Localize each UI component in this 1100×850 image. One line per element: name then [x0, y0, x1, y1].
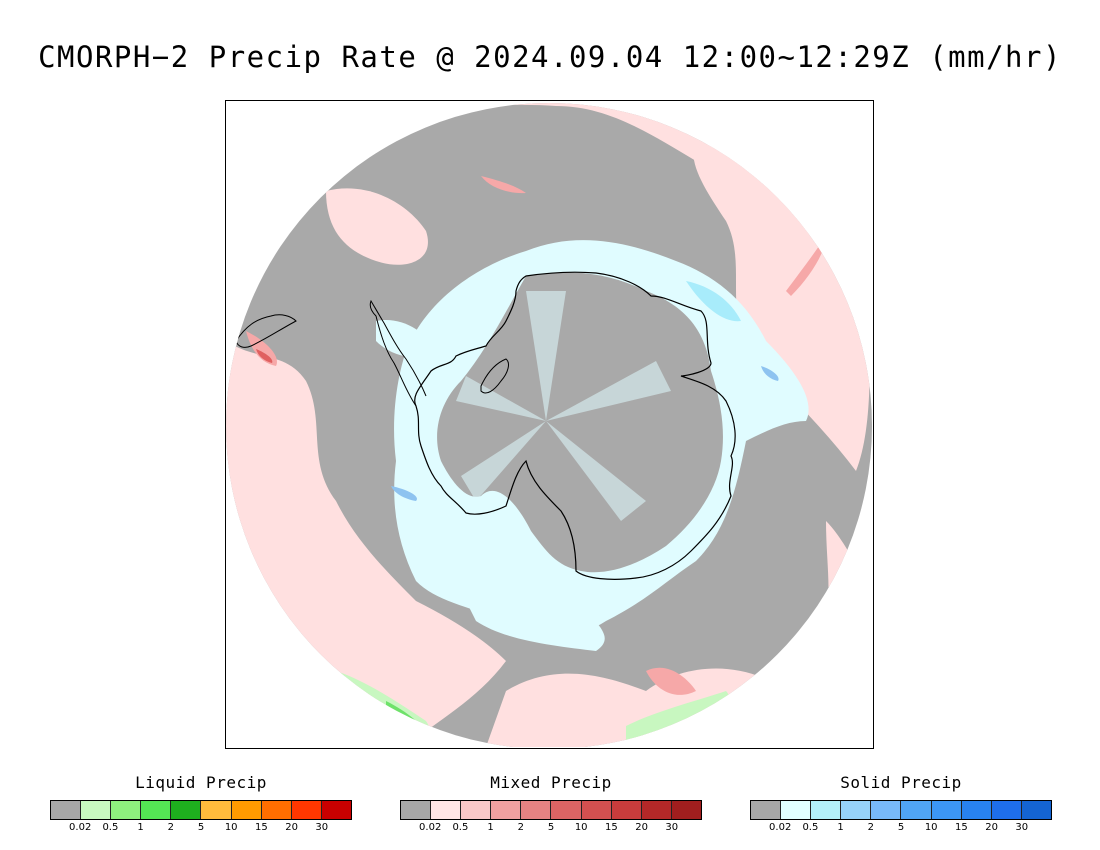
legend-liquid-precip: Liquid Precip 0.02 0.5 1 2 5 10 15 20 30 — [50, 773, 352, 843]
legend-swatch — [641, 801, 672, 819]
legend-swatch — [811, 801, 842, 819]
legend-color-bar — [750, 800, 1052, 820]
legend-swatch — [751, 801, 782, 819]
legend-tick-label: 2 — [867, 822, 874, 833]
legend-tick-label: 15 — [255, 822, 268, 833]
liquid-precip-region-3 — [626, 691, 730, 746]
legend-swatch — [401, 801, 432, 819]
legend-swatch — [171, 801, 202, 819]
legend-tick-label: 2 — [167, 822, 174, 833]
legend-tick-label: 30 — [665, 822, 679, 833]
legend-color-bar — [50, 800, 352, 820]
solid-precip-spot-west — [391, 486, 417, 501]
legend-swatch — [111, 801, 142, 819]
legend-tick-label: 5 — [197, 822, 205, 833]
legend-tick-label: 5 — [547, 822, 555, 833]
solid-precip-extension-west — [376, 320, 436, 358]
legend-title: Liquid Precip — [135, 773, 267, 792]
precip-field — [226, 103, 872, 747]
legend-swatch — [931, 801, 962, 819]
legend-tick-label: 10 — [924, 822, 938, 833]
legend-tick-label: 15 — [605, 822, 618, 833]
legend-swatch — [781, 801, 812, 819]
legend-tick-label: 20 — [285, 822, 298, 833]
mixed-precip-streak-2 — [256, 349, 273, 363]
legend-ticks: 0.02 0.5 1 2 5 10 15 20 30 — [750, 822, 1052, 836]
legend-tick-label: 5 — [897, 822, 905, 833]
legend-mixed-precip: Mixed Precip 0.02 0.5 1 2 5 10 15 20 30 — [400, 773, 702, 843]
legend-swatch — [611, 801, 642, 819]
mixed-precip-region-northwest — [326, 188, 428, 265]
legend-swatch — [431, 801, 462, 819]
legend-tick-label: 20 — [985, 822, 998, 833]
legend-tick-label: 1 — [137, 822, 144, 833]
legend-tick-label: 0.5 — [452, 822, 469, 833]
continent-sheen — [456, 291, 671, 521]
legend-title: Solid Precip — [840, 773, 962, 792]
legend-tick-label: 0.5 — [802, 822, 819, 833]
legend-title: Mixed Precip — [490, 773, 612, 792]
legend-tick-label: 20 — [635, 822, 648, 833]
map-frame[interactable] — [225, 100, 874, 749]
mixed-precip-region-northeast — [693, 141, 870, 471]
legend-swatch — [141, 801, 172, 819]
legend-ticks: 0.02 0.5 1 2 5 10 15 20 30 — [400, 822, 702, 836]
legend-tick-label: 30 — [315, 822, 329, 833]
solid-precip-extension-south — [466, 596, 605, 651]
legend-swatch — [1021, 801, 1051, 819]
legend-swatch — [261, 801, 292, 819]
polar-map — [226, 103, 872, 747]
legend-tick-label: 30 — [1015, 822, 1029, 833]
ross-ice-shelf-coastline — [480, 358, 509, 394]
solid-precip-spot-east — [761, 366, 779, 381]
mixed-precip-streak-6 — [646, 667, 696, 695]
legend-solid-precip: Solid Precip 0.02 0.5 1 2 5 10 15 20 30 — [750, 773, 1052, 843]
legend-swatch — [671, 801, 701, 819]
legend-tick-label: 0.5 — [102, 822, 119, 833]
legend-swatch — [581, 801, 612, 819]
mixed-precip-streak-3 — [786, 236, 826, 296]
legend-tick-label: 10 — [224, 822, 238, 833]
legend-tick-label: 15 — [955, 822, 968, 833]
legend-swatch — [231, 801, 262, 819]
legend-swatch — [51, 801, 82, 819]
legend-color-bar — [400, 800, 702, 820]
legend-swatch — [991, 801, 1022, 819]
legend-swatch — [551, 801, 582, 819]
legend-tick-label: 2 — [517, 822, 524, 833]
legend-swatch — [901, 801, 932, 819]
legend-swatch — [871, 801, 902, 819]
map-title: CMORPH−2 Precip Rate @ 2024.09.04 12:00~… — [38, 40, 1062, 74]
legend-tick-label: 10 — [574, 822, 588, 833]
legend-swatch — [841, 801, 872, 819]
mixed-precip-streak-4 — [481, 176, 526, 194]
legend-ticks: 0.02 0.5 1 2 5 10 15 20 30 — [50, 822, 352, 836]
legend-tick-label: 0.02 — [769, 822, 792, 833]
legend-swatch — [521, 801, 552, 819]
legend-swatch — [491, 801, 522, 819]
legend-tick-label: 0.02 — [419, 822, 442, 833]
legend-tick-label: 1 — [487, 822, 494, 833]
legend-swatch — [81, 801, 112, 819]
legend-tick-label: 1 — [837, 822, 844, 833]
south-america-tip-coastline — [235, 314, 297, 348]
legend-swatch — [291, 801, 322, 819]
legend-swatch — [461, 801, 492, 819]
antarctica-coastline — [414, 271, 736, 580]
legend-swatch — [321, 801, 351, 819]
legend-swatch — [961, 801, 992, 819]
legend-swatch — [201, 801, 232, 819]
legend-tick-label: 0.02 — [69, 822, 92, 833]
antarctic-peninsula-coastline — [369, 299, 427, 407]
solid-precip-band-east — [686, 281, 741, 322]
